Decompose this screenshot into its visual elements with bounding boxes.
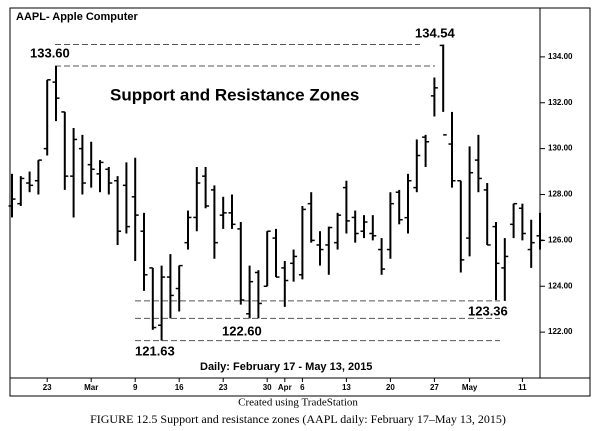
x-tick-label: 23 [219, 383, 228, 392]
y-tick-label: 130.00 [548, 144, 573, 153]
x-tick-label: 20 [386, 383, 395, 392]
source: Created using TradeStation [238, 397, 358, 409]
x-tick-label: 27 [430, 383, 439, 392]
x-tick-label: 23 [43, 383, 52, 392]
x-tick-label: 13 [342, 383, 351, 392]
x-tick-label: 16 [175, 383, 184, 392]
x-tick-label: 6 [300, 383, 305, 392]
y-tick-label: 128.00 [548, 190, 573, 199]
x-tick-label: Apr [278, 383, 292, 392]
level-label: 134.54 [415, 25, 456, 40]
y-tick-label: 132.00 [548, 98, 573, 107]
chart-title: AAPL- Apple Computer [16, 11, 139, 23]
period: Daily: February 17 - May 13, 2015 [200, 361, 372, 373]
level-label: 133.60 [30, 45, 70, 60]
y-tick-label: 134.00 [548, 52, 573, 61]
y-tick-label: 126.00 [548, 235, 573, 244]
frame [9, 7, 591, 397]
level-label: 123.36 [468, 303, 508, 318]
x-tick-label: 9 [133, 383, 138, 392]
y-tick-label: 124.00 [548, 281, 573, 290]
x-tick-label: 11 [518, 383, 527, 392]
y-tick-label: 122.00 [548, 327, 573, 336]
caption: FIGURE 12.5 Support and resistance zones… [90, 412, 506, 426]
level-label: 122.60 [222, 323, 262, 338]
x-tick-label: 30 [263, 383, 272, 392]
level-label: 121.63 [135, 343, 175, 358]
heading: Support and Resistance Zones [110, 85, 359, 104]
x-tick-label: May [462, 383, 478, 392]
x-tick-label: Mar [84, 383, 98, 392]
